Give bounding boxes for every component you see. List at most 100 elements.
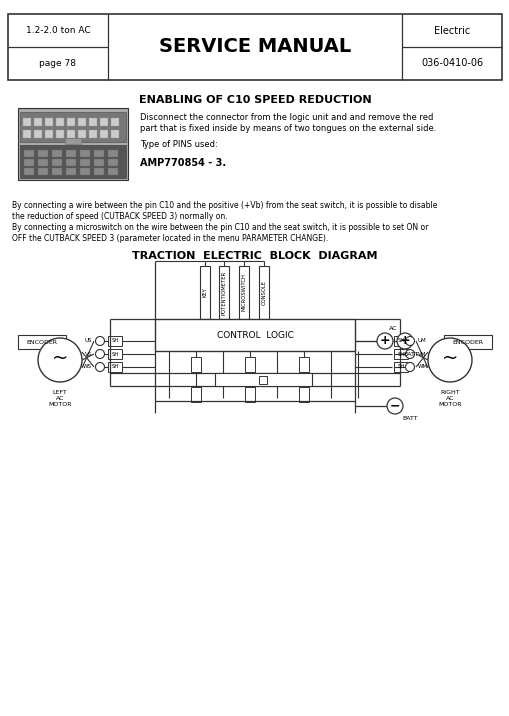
Text: By connecting a wire between the pin C10 and the positive (+Vb) from the seat sw: By connecting a wire between the pin C10… (12, 201, 437, 210)
Bar (20, 145, 126, 178)
Bar (18, 108, 128, 180)
Bar (111, 130, 119, 138)
Text: SH: SH (397, 352, 404, 357)
Bar (8, 14, 501, 80)
Bar (52, 168, 62, 175)
Text: KEY: KEY (202, 288, 207, 297)
Text: SH: SH (111, 352, 119, 357)
Bar (244, 387, 254, 402)
Bar (18, 335, 66, 349)
Circle shape (95, 349, 104, 359)
Text: Electric: Electric (433, 26, 469, 36)
Bar (24, 159, 34, 166)
Bar (239, 266, 248, 319)
Text: page 78: page 78 (39, 59, 76, 68)
Bar (94, 150, 104, 157)
Bar (200, 266, 210, 319)
Bar (66, 168, 76, 175)
Bar (45, 130, 53, 138)
Bar (34, 130, 42, 138)
Text: ENABLING OF C10 SPEED REDUCTION: ENABLING OF C10 SPEED REDUCTION (138, 95, 371, 105)
Text: Type of PINS used:: Type of PINS used: (140, 140, 217, 149)
Text: AMP770854 - 3.: AMP770854 - 3. (140, 158, 225, 168)
Circle shape (386, 398, 402, 414)
Bar (38, 168, 48, 175)
Bar (66, 159, 76, 166)
Bar (259, 375, 267, 384)
Bar (56, 130, 64, 138)
Bar (108, 159, 118, 166)
Bar (108, 336, 122, 346)
Text: AC: AC (388, 326, 397, 331)
Text: VM: VM (417, 352, 426, 357)
Text: POTENTIOMETER: POTENTIOMETER (221, 271, 226, 314)
Text: UM: UM (417, 339, 426, 344)
Bar (443, 335, 491, 349)
Text: +: + (399, 334, 410, 347)
Bar (56, 118, 64, 126)
Circle shape (376, 333, 392, 349)
Text: CONTROL  LOGIC: CONTROL LOGIC (216, 331, 293, 339)
Text: WS: WS (83, 364, 92, 369)
Bar (66, 150, 76, 157)
Bar (20, 112, 126, 142)
Bar (80, 168, 90, 175)
Bar (65, 138, 81, 144)
Bar (100, 130, 108, 138)
Bar (155, 319, 354, 351)
Bar (67, 118, 75, 126)
Text: ~: ~ (52, 349, 68, 367)
Text: SH: SH (397, 339, 404, 344)
Bar (52, 150, 62, 157)
Bar (24, 168, 34, 175)
Bar (89, 130, 97, 138)
Bar (215, 373, 312, 386)
Circle shape (427, 338, 471, 382)
Bar (298, 387, 308, 402)
Text: Disconnect the connector from the logic unit and and remove the red: Disconnect the connector from the logic … (140, 113, 433, 122)
Text: part that is fixed inside by means of two tongues on the external side.: part that is fixed inside by means of tw… (140, 124, 436, 133)
Text: By connecting a microswitch on the wire between the pin C10 and the seat switch,: By connecting a microswitch on the wire … (12, 223, 428, 232)
Bar (94, 159, 104, 166)
Text: OFF the CUTBACK SPEED 3 (parameter located in the menu PARAMETER CHANGE).: OFF the CUTBACK SPEED 3 (parameter locat… (12, 234, 328, 243)
Bar (393, 336, 407, 346)
Bar (244, 357, 254, 372)
Text: MICROSWITCH: MICROSWITCH (241, 274, 246, 311)
Text: SH: SH (397, 364, 404, 369)
Bar (67, 130, 75, 138)
Text: +: + (379, 334, 389, 347)
Bar (38, 159, 48, 166)
Text: RIGHT
AC
MOTOR: RIGHT AC MOTOR (437, 390, 461, 407)
Text: SH: SH (111, 339, 119, 344)
Text: −: − (389, 400, 400, 412)
Bar (100, 118, 108, 126)
Bar (34, 118, 42, 126)
Text: LEFT
AC
MOTOR: LEFT AC MOTOR (48, 390, 72, 407)
Bar (38, 150, 48, 157)
Bar (94, 168, 104, 175)
Bar (45, 118, 53, 126)
Circle shape (38, 338, 82, 382)
Bar (78, 130, 86, 138)
Text: TRACTION  ELECTRIC  BLOCK  DIAGRAM: TRACTION ELECTRIC BLOCK DIAGRAM (132, 251, 377, 261)
Bar (80, 150, 90, 157)
Bar (393, 362, 407, 372)
Text: CONSOLE: CONSOLE (261, 280, 266, 305)
Bar (191, 387, 201, 402)
Bar (111, 118, 119, 126)
Circle shape (95, 362, 104, 372)
Text: WM: WM (417, 364, 427, 369)
Bar (108, 150, 118, 157)
Bar (23, 118, 31, 126)
Bar (52, 159, 62, 166)
Bar (393, 349, 407, 359)
Bar (108, 168, 118, 175)
Bar (191, 357, 201, 372)
Text: VS: VS (84, 352, 92, 357)
Text: 1.2-2.0 ton AC: 1.2-2.0 ton AC (25, 26, 90, 35)
Bar (218, 266, 229, 319)
Bar (108, 362, 122, 372)
Bar (80, 159, 90, 166)
Text: ~: ~ (441, 349, 457, 367)
Bar (259, 266, 268, 319)
